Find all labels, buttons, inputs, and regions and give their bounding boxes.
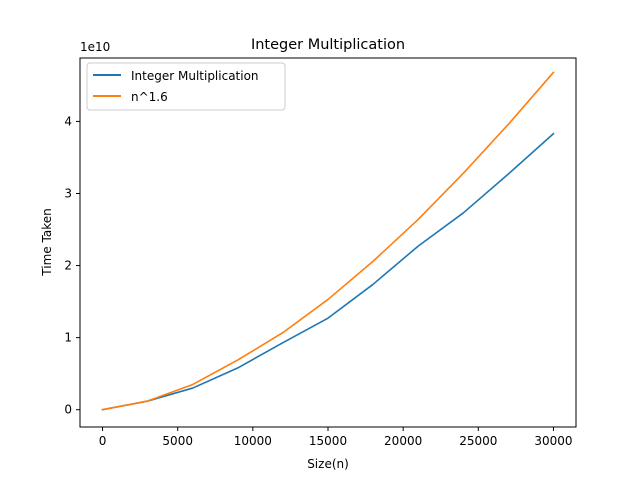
x-tick-label: 20000 [384,434,422,448]
y-tick-label: 1 [64,331,72,345]
chart-title: Integer Multiplication [251,37,405,53]
x-axis-ticks: 0 5000 10000 15000 20000 25000 30000 [99,427,573,448]
y-axis-title: Time Taken [40,208,54,276]
x-tick-label: 5000 [162,434,193,448]
x-tick-label: 30000 [534,434,572,448]
legend-frame [86,62,286,111]
y-tick-label: 2 [64,259,72,273]
x-tick-label: 10000 [234,434,272,448]
y-tick-label: 3 [64,186,72,200]
series-line-n-1-6 [101,71,555,411]
y-axis-ticks: 0 1 2 3 4 [64,114,80,417]
series-layer [101,71,555,411]
y-tick-label: 4 [64,114,72,128]
legend-label-integer-multiplication: Integer Multiplication [131,69,259,83]
x-tick-label: 0 [99,434,107,448]
legend-label-n-1-6: n^1.6 [131,90,168,104]
x-tick-label: 25000 [459,434,497,448]
legend: Integer Multiplication n^1.6 [86,62,286,111]
x-tick-label: 15000 [309,434,347,448]
y-tick-label: 0 [64,403,72,417]
y-offset-label: 1e10 [80,40,110,54]
x-axis-title: Size(n) [307,457,349,471]
series-line-integer-multiplication [101,132,555,411]
